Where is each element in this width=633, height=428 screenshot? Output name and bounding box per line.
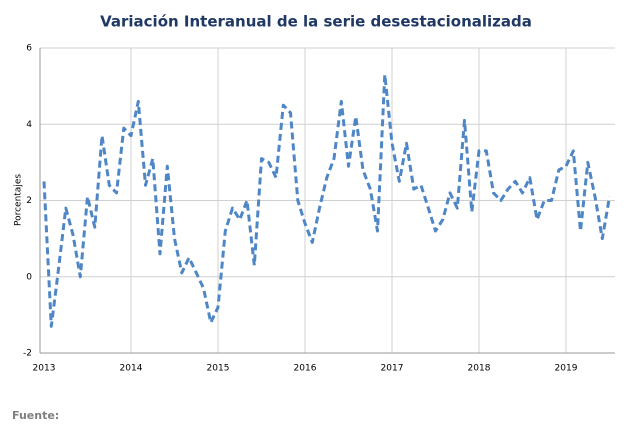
y-tick-label: 2: [26, 196, 32, 206]
y-tick-label: 4: [26, 120, 32, 130]
x-tick-label: 2018: [468, 364, 491, 374]
x-tick-label: 2019: [555, 364, 578, 374]
x-tick-label: 2013: [33, 364, 56, 374]
source: Fuente:: [12, 409, 59, 422]
x-tick-label: 2015: [207, 364, 230, 374]
x-tick-label: 2014: [120, 364, 143, 374]
data-line: [42, 73, 611, 328]
y-axis-label: Porcentajes: [14, 174, 24, 226]
y-tick-label: 0: [26, 272, 32, 282]
y-tick-label: 6: [26, 44, 32, 54]
x-tick-label: 2016: [294, 364, 317, 374]
y-tick-label: -2: [23, 349, 32, 359]
x-tick-label: 2017: [381, 364, 404, 374]
chart-subtitle: Variación Interanual de la serie desesta…: [100, 13, 532, 31]
